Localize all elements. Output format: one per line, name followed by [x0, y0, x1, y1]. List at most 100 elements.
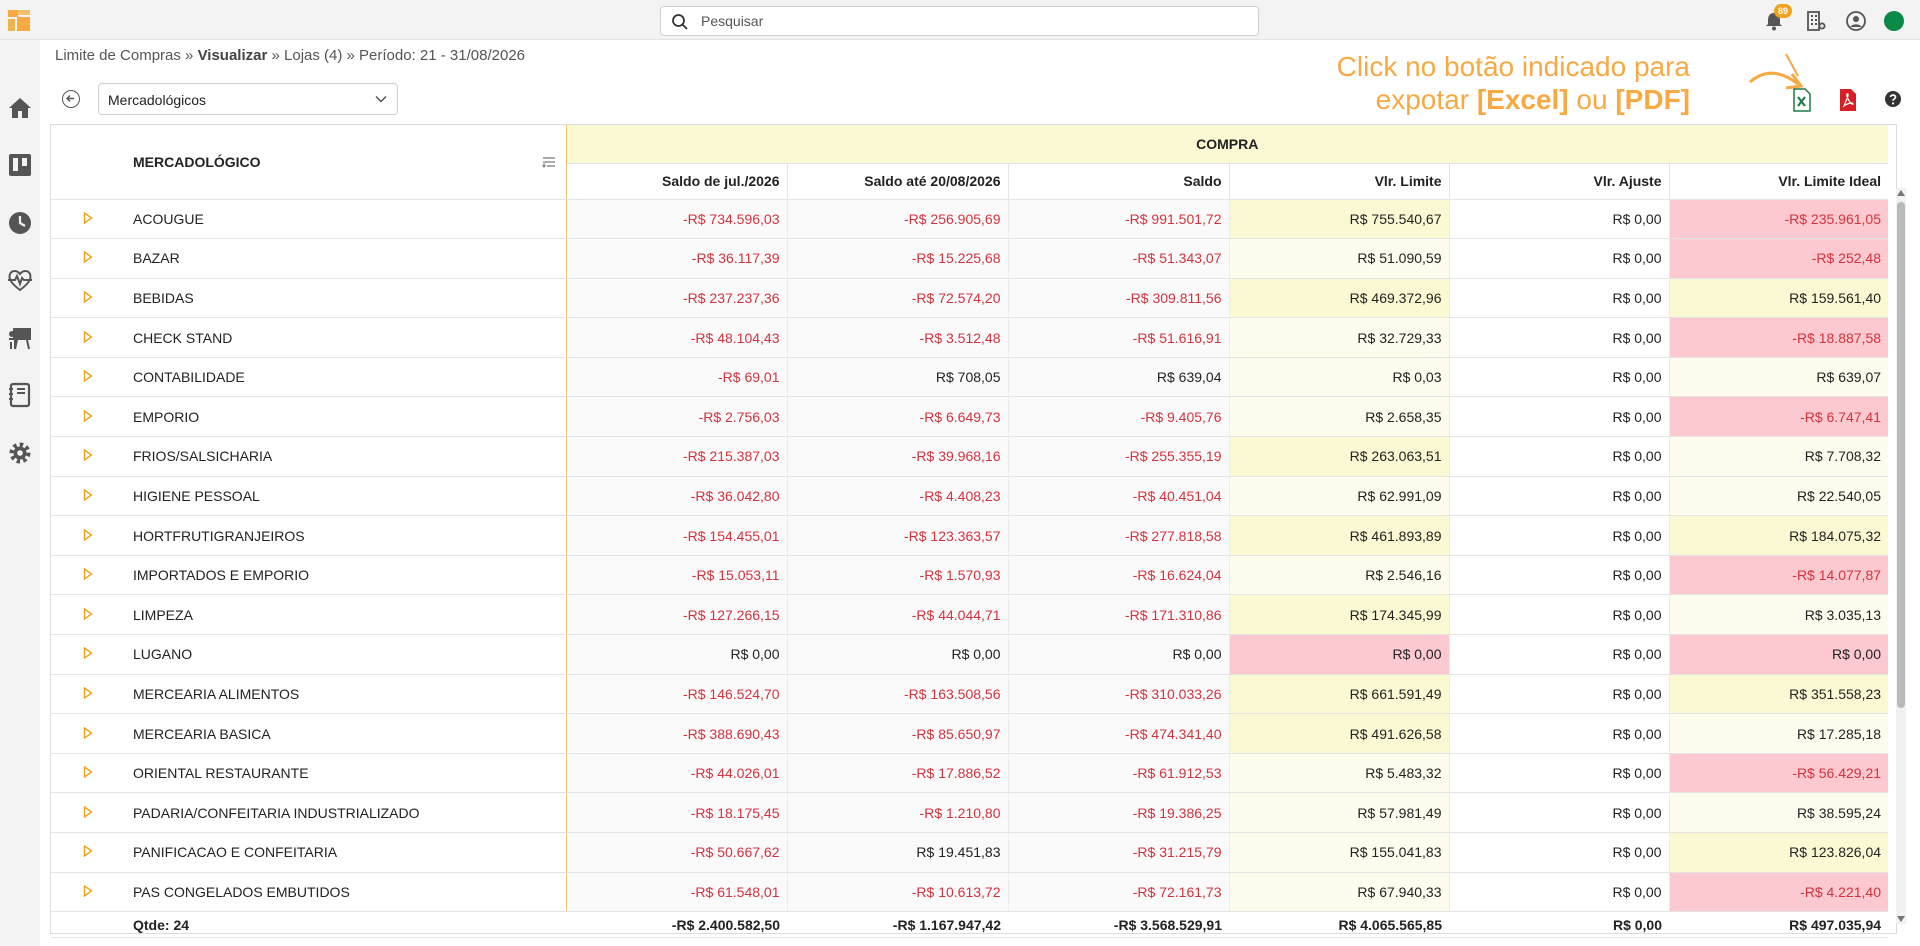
cell-vlr-limite: R$ 2.546,16 — [1228, 555, 1449, 596]
presentation-icon[interactable] — [7, 325, 33, 351]
expand-row-button[interactable] — [51, 594, 125, 636]
expand-row-button[interactable] — [51, 515, 125, 556]
table-row[interactable]: MERCEARIA ALIMENTOS -R$ 146.524,70 -R$ 163… — [51, 674, 1889, 715]
column-header[interactable]: Vlr. Limite Ideal — [1668, 163, 1889, 200]
sidebar — [0, 40, 40, 946]
scroll-up-arrow-icon[interactable] — [1897, 190, 1905, 196]
expand-row-button[interactable] — [51, 792, 125, 833]
kanban-icon[interactable] — [7, 152, 33, 178]
table-row[interactable]: PADARIA/CONFEITARIA INDUSTRIALIZADO -R$ 1… — [51, 792, 1889, 833]
cell-vlr-ajuste: R$ 0,00 — [1448, 753, 1669, 794]
expand-row-button[interactable] — [51, 713, 125, 754]
book-icon[interactable] — [7, 382, 33, 408]
table-row[interactable]: CONTABILIDADE -R$ 69,01 R$ 708,05 R$ 639,04… — [51, 357, 1889, 398]
hint-arrow-icon — [1749, 53, 1804, 90]
grouping-select[interactable]: Mercadológicos — [98, 83, 398, 115]
pdf-export-icon[interactable] — [1838, 88, 1858, 112]
cell-vlr-limite-ideal: R$ 38.595,24 — [1668, 792, 1889, 833]
expand-row-button[interactable] — [51, 555, 125, 596]
breadcrumb-root[interactable]: Limite de Compras » — [55, 47, 198, 64]
building-icon[interactable] — [1805, 10, 1827, 32]
cell-saldo: -R$ 72.161,73 — [1007, 872, 1229, 913]
cell-saldo-at-20-08-2026: -R$ 1.210,80 — [786, 792, 1008, 833]
scroll-down-arrow-icon[interactable] — [1897, 916, 1905, 922]
expand-row-button[interactable] — [51, 634, 125, 675]
column-header[interactable]: Saldo — [1007, 163, 1229, 200]
cell-saldo-de-jul-2026: -R$ 215.387,03 — [565, 436, 787, 477]
cell-vlr-limite-ideal: -R$ 4.221,40 — [1668, 872, 1889, 913]
table-row[interactable]: LUGANO R$ 0,00 R$ 0,00 R$ 0,00 R$ 0,00 R$ 0,0… — [51, 634, 1889, 675]
caret-right-icon — [83, 646, 93, 660]
caret-right-icon — [83, 369, 93, 383]
grouping-select-value: Mercadológicos — [108, 92, 207, 108]
cell-vlr-ajuste: R$ 0,00 — [1448, 832, 1669, 873]
table-row[interactable]: HORTFRUTIGRANJEIROS -R$ 154.455,01 -R$ 123… — [51, 515, 1889, 556]
search-input[interactable] — [701, 11, 1241, 31]
expand-row-button[interactable] — [51, 238, 125, 279]
expand-row-button[interactable] — [51, 753, 125, 794]
cell-saldo-de-jul-2026: -R$ 388.690,43 — [565, 713, 787, 754]
table-row[interactable]: BEBIDAS -R$ 237.237,36 -R$ 72.574,20 -R$ 30… — [51, 278, 1889, 319]
table-scrollbar[interactable] — [1896, 188, 1906, 924]
column-header[interactable]: Saldo até 20/08/2026 — [786, 163, 1008, 200]
row-name: ORIENTAL RESTAURANTE — [125, 753, 567, 794]
table-row[interactable]: BAZAR -R$ 36.117,39 -R$ 15.225,68 -R$ 51.34… — [51, 238, 1889, 279]
caret-right-icon — [83, 290, 93, 304]
cell-saldo: -R$ 9.405,76 — [1007, 396, 1229, 438]
expand-row-button[interactable] — [51, 476, 125, 517]
expand-row-button[interactable] — [51, 278, 125, 319]
expand-row-button[interactable] — [51, 436, 125, 477]
table-row[interactable]: PAS CONGELADOS EMBUTIDOS -R$ 61.548,01 -R$… — [51, 872, 1889, 913]
caret-right-icon — [83, 528, 93, 541]
column-header[interactable]: Saldo de jul./2026 — [565, 163, 787, 200]
purchase-limit-table: MERCADOLÓGICO COMPRA Saldo de jul./2026 S… — [50, 124, 1897, 939]
total-cell: R$ 0,00 — [1449, 911, 1669, 939]
caret-right-icon — [83, 686, 93, 700]
scrollbar-thumb[interactable] — [1897, 202, 1905, 708]
export-hint-text-b: ou — [1568, 84, 1616, 115]
table-row[interactable]: ACOUGUE -R$ 734.596,03 -R$ 256.905,69 -R$ 9… — [51, 199, 1889, 240]
cell-saldo-at-20-08-2026: -R$ 44.044,71 — [786, 594, 1008, 636]
app-logo[interactable] — [6, 6, 34, 34]
mercadologico-header-label: MERCADOLÓGICO — [133, 153, 261, 170]
cell-vlr-limite: R$ 0,00 — [1228, 634, 1449, 675]
expand-row-button[interactable] — [51, 199, 125, 240]
export-hint-text-a: expotar — [1375, 84, 1477, 115]
cell-vlr-ajuste: R$ 0,00 — [1448, 713, 1669, 754]
table-row[interactable]: ORIENTAL RESTAURANTE -R$ 44.026,01 -R$ 17.… — [51, 753, 1889, 794]
clock-icon[interactable] — [7, 210, 33, 236]
table-row[interactable]: CHECK STAND -R$ 48.104,43 -R$ 3.512,48 -R$ … — [51, 317, 1889, 358]
expand-row-button[interactable] — [51, 396, 125, 438]
search-box[interactable] — [660, 6, 1259, 36]
cell-saldo-de-jul-2026: -R$ 61.548,01 — [565, 872, 787, 913]
table-row[interactable]: PANIFICACAO E CONFEITARIA -R$ 50.667,62 R$… — [51, 832, 1889, 873]
sort-icon[interactable] — [541, 156, 556, 168]
row-name: PAS CONGELADOS EMBUTIDOS — [125, 872, 567, 913]
back-button[interactable] — [62, 90, 80, 108]
column-header[interactable]: Vlr. Ajuste — [1448, 163, 1669, 200]
heartbeat-icon[interactable] — [7, 267, 33, 293]
gear-icon[interactable] — [7, 440, 33, 466]
table-row[interactable]: HIGIENE PESSOAL -R$ 36.042,80 -R$ 4.408,23… — [51, 476, 1889, 517]
table-row[interactable]: EMPORIO -R$ 2.756,03 -R$ 6.649,73 -R$ 9.405… — [51, 396, 1889, 438]
table-row[interactable]: MERCEARIA BASICA -R$ 388.690,43 -R$ 85.650… — [51, 713, 1889, 754]
table-row[interactable]: LIMPEZA -R$ 127.266,15 -R$ 44.044,71 -R$ 17… — [51, 594, 1889, 636]
mercadologico-header[interactable]: MERCADOLÓGICO — [125, 125, 567, 200]
table-row[interactable]: IMPORTADOS E EMPORIO -R$ 15.053,11 -R$ 1.5… — [51, 555, 1889, 596]
expand-row-button[interactable] — [51, 872, 125, 913]
home-icon[interactable] — [7, 95, 33, 121]
cell-vlr-limite: R$ 661.591,49 — [1228, 674, 1449, 715]
column-header[interactable]: Vlr. Limite — [1228, 163, 1449, 200]
help-icon[interactable] — [1884, 90, 1902, 108]
total-cell: -R$ 3.568.529,91 — [1008, 911, 1229, 939]
expand-row-button[interactable] — [51, 832, 125, 873]
excel-export-icon[interactable] — [1792, 88, 1812, 112]
expand-row-button[interactable] — [51, 317, 125, 358]
user-account-icon[interactable] — [1845, 10, 1867, 32]
cell-saldo-at-20-08-2026: R$ 0,00 — [786, 634, 1008, 675]
row-name: CONTABILIDADE — [125, 357, 567, 398]
expand-row-button[interactable] — [51, 674, 125, 715]
expand-row-button[interactable] — [51, 357, 125, 398]
cell-saldo-at-20-08-2026: R$ 19.451,83 — [786, 832, 1008, 873]
table-row[interactable]: FRIOS/SALSICHARIA -R$ 215.387,03 -R$ 39.96… — [51, 436, 1889, 477]
